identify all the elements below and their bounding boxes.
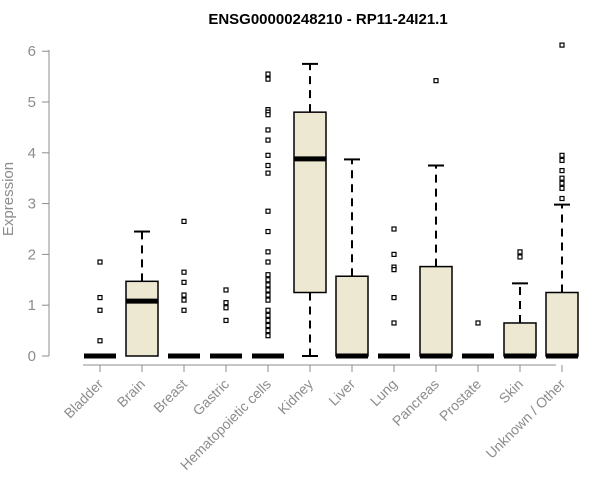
- box-prostate: [462, 320, 494, 359]
- outlier-point: [559, 185, 565, 191]
- outlier-point: [559, 175, 565, 181]
- outlier-point: [391, 251, 397, 257]
- outlier-point: [97, 338, 103, 344]
- outlier-point: [391, 320, 397, 326]
- outlier-point: [223, 317, 229, 324]
- box-lung: [378, 226, 410, 359]
- box-gastric: [210, 287, 242, 359]
- box-body: [335, 275, 369, 357]
- box-bladder: [84, 259, 116, 359]
- outlier-point: [265, 162, 271, 169]
- box-breast: [168, 218, 200, 359]
- outlier-point: [559, 167, 565, 174]
- outlier-point: [265, 137, 271, 143]
- outlier-point: [391, 267, 397, 273]
- x-tick-label-breast: Breast: [150, 376, 190, 416]
- outlier-point: [265, 317, 271, 324]
- box-body: [545, 291, 579, 357]
- outlier-point: [559, 195, 565, 202]
- outlier-point: [265, 328, 271, 334]
- outlier-point: [265, 322, 271, 329]
- outlier-point: [475, 320, 481, 326]
- box-body: [419, 265, 453, 357]
- y-tick-label: 3: [28, 196, 36, 213]
- outlier-point: [223, 300, 229, 306]
- x-tick-label-skin: Skin: [496, 376, 527, 407]
- box-kidney: [293, 62, 327, 357]
- outlier-point: [223, 305, 229, 311]
- outlier-point: [181, 292, 187, 298]
- outlier-point: [181, 218, 187, 224]
- y-tick-label: 2: [28, 246, 36, 263]
- outlier-point: [433, 78, 439, 84]
- outlier-point: [265, 333, 271, 339]
- x-tick-label-bladder: Bladder: [61, 376, 107, 422]
- x-tick-label-unknown-other: Unknown / Other: [483, 376, 569, 462]
- box-pancreas: [419, 78, 453, 359]
- outlier-point: [265, 170, 271, 176]
- outlier-point: [265, 76, 271, 82]
- y-tick-label: 1: [28, 297, 36, 314]
- box-body: [125, 280, 159, 357]
- outlier-point: [265, 312, 271, 318]
- outlier-point: [223, 287, 229, 293]
- y-axis-label: Expression: [0, 162, 17, 236]
- outlier-point: [97, 307, 103, 313]
- outlier-point: [97, 294, 103, 301]
- x-tick-label-liver: Liver: [325, 376, 358, 409]
- y-tick-label: 4: [28, 145, 36, 162]
- outlier-point: [517, 254, 523, 260]
- outlier-point: [265, 272, 271, 278]
- outlier-point: [265, 112, 271, 118]
- box-unknown-other: [545, 42, 579, 359]
- outlier-point: [265, 282, 271, 288]
- outlier-point: [181, 297, 187, 303]
- outlier-point: [391, 294, 397, 301]
- outlier-point: [517, 249, 523, 255]
- boxes: [84, 42, 579, 359]
- outlier-point: [181, 279, 187, 285]
- box-brain: [125, 230, 159, 357]
- chart-title: ENSG00000248210 - RP11-24I21.1: [208, 11, 447, 28]
- box-body: [293, 111, 327, 294]
- outlier-point: [181, 269, 187, 275]
- y-ticks: 0 1 2 3 4 5 6: [28, 43, 49, 365]
- outlier-point: [265, 208, 271, 214]
- outlier-point: [559, 157, 565, 164]
- outlier-point: [559, 180, 565, 186]
- outlier-point: [265, 307, 271, 313]
- outlier-point: [391, 226, 397, 232]
- x-tick-label-prostate: Prostate: [436, 376, 484, 424]
- outlier-point: [265, 292, 271, 298]
- outlier-point: [265, 249, 271, 255]
- box-body: [503, 322, 537, 357]
- outlier-point: [97, 259, 103, 265]
- outlier-point: [265, 277, 271, 283]
- outlier-point: [265, 297, 271, 303]
- x-tick-label-pancreas: Pancreas: [389, 376, 442, 429]
- outlier-point: [265, 71, 271, 77]
- y-tick-label: 6: [28, 43, 36, 60]
- x-tick-label-brain: Brain: [114, 376, 148, 410]
- outlier-point: [265, 152, 271, 158]
- x-tick-label-lung: Lung: [367, 376, 400, 409]
- box-liver: [335, 158, 369, 359]
- outlier-point: [559, 152, 565, 158]
- x-tick-label-kidney: Kidney: [275, 376, 317, 418]
- outlier-point: [265, 127, 271, 133]
- outlier-point: [181, 307, 187, 313]
- outlier-point: [265, 287, 271, 293]
- box-hematopoietic-cells: [252, 71, 284, 359]
- box-skin: [503, 249, 537, 359]
- outlier-point: [559, 42, 565, 48]
- outlier-point: [265, 228, 271, 235]
- y-tick-label: 5: [28, 94, 36, 111]
- y-tick-label: 0: [28, 348, 36, 365]
- outlier-point: [265, 259, 271, 265]
